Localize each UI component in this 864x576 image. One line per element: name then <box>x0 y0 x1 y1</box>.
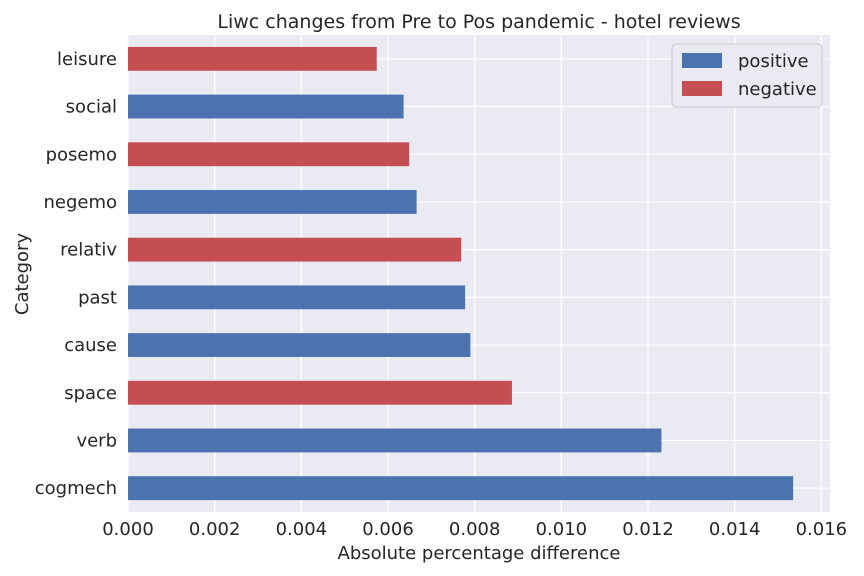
bar-relativ <box>128 237 462 262</box>
x-tick-label: 0.012 <box>622 519 674 540</box>
bar-negemo <box>128 190 417 214</box>
y-tick-labels: leisure social posemo negemo relativ past caus… <box>35 49 118 499</box>
y-axis-label: Category <box>12 233 33 316</box>
x-tick-label: 0.002 <box>189 519 241 540</box>
y-tick-label-past: past <box>78 287 117 308</box>
y-tick-label-verb: verb <box>76 430 117 451</box>
x-tick-label: 0.006 <box>362 519 414 540</box>
x-tick-label: 0.008 <box>449 519 501 540</box>
bar-space <box>128 380 512 405</box>
legend-swatch-negative <box>682 81 722 96</box>
bar-verb <box>128 428 662 453</box>
x-tick-label: 0.014 <box>709 519 761 540</box>
bars <box>128 46 794 501</box>
legend-swatch-positive <box>682 53 722 68</box>
bar-past <box>128 285 466 310</box>
y-tick-label-social: social <box>66 97 117 118</box>
y-tick-label-cogmech: cogmech <box>35 478 117 499</box>
bar-posemo <box>128 142 410 167</box>
y-tick-label-relativ: relativ <box>60 240 117 261</box>
x-tick-label: 0.004 <box>276 519 328 540</box>
x-tick-label: 0.000 <box>102 519 154 540</box>
bar-cogmech <box>128 476 794 501</box>
x-tick-label: 0.016 <box>796 519 848 540</box>
x-tick-label: 0.010 <box>536 519 588 540</box>
legend: positive negative <box>671 43 823 108</box>
x-tick-labels: 0.000 0.002 0.004 0.006 0.008 0.010 0.012 0.014… <box>102 519 847 540</box>
bar-social <box>128 94 404 119</box>
legend-label-negative: negative <box>738 79 817 100</box>
y-tick-label-space: space <box>64 383 117 404</box>
bar-leisure <box>128 46 377 71</box>
y-tick-label-cause: cause <box>64 335 117 356</box>
x-axis-label: Absolute percentage difference <box>338 543 621 564</box>
chart-title: Liwc changes from Pre to Pos pandemic - … <box>217 11 740 33</box>
y-tick-label-negemo: negemo <box>43 192 117 213</box>
y-tick-label-leisure: leisure <box>57 49 117 70</box>
legend-label-positive: positive <box>738 51 809 72</box>
bar-cause <box>128 333 471 357</box>
y-tick-label-posemo: posemo <box>46 144 117 165</box>
